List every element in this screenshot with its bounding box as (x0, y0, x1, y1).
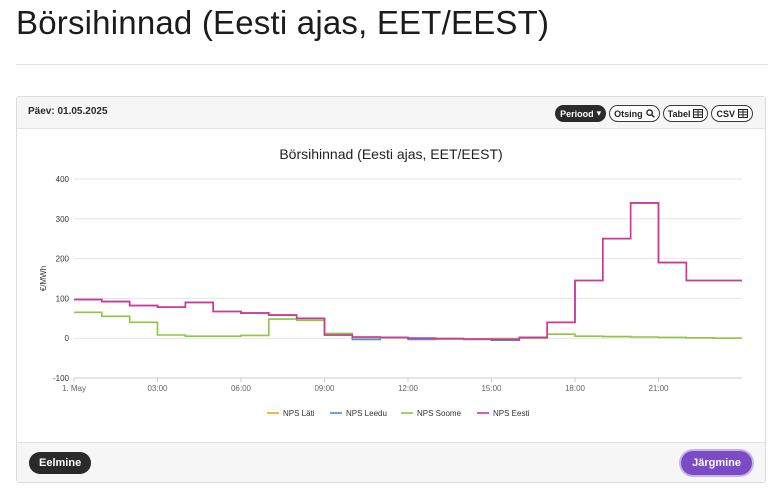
y-tick-label: 100 (56, 294, 70, 303)
next-day-button[interactable]: Järgmine (681, 451, 752, 475)
x-tick-label: 06:00 (231, 384, 252, 393)
table-button-label: Tabel (667, 108, 691, 119)
y-tick-label: -100 (53, 374, 70, 383)
page-title: Börsihinnad (Eesti ajas, EET/EEST) (16, 4, 550, 41)
table-button[interactable]: Tabel (662, 105, 709, 122)
legend-label: NPS Leedu (346, 409, 387, 418)
y-tick-label: 200 (56, 255, 70, 264)
price-chart-svg: Börsihinnad (Eesti ajas, EET/EEST) -100 0 1… (39, 146, 742, 418)
x-tick-label: 21:00 (648, 384, 669, 393)
panel-toolbar: Periood ▾ Otsing Tabel C (555, 105, 753, 122)
title-divider (16, 64, 768, 65)
csv-button[interactable]: CSV (711, 105, 753, 122)
x-tick-label: 12:00 (398, 384, 419, 393)
period-button[interactable]: Periood ▾ (555, 105, 607, 122)
previous-day-button[interactable]: Eelmine (29, 452, 92, 474)
x-tick-label: 15:00 (481, 384, 502, 393)
spreadsheet-icon (738, 109, 748, 118)
search-button-label: Otsing (614, 108, 643, 119)
period-button-label: Periood (560, 108, 594, 119)
date-label: Päev: 01.05.2025 (28, 106, 108, 117)
y-tick-label: 300 (56, 215, 70, 224)
panel-footer: Eelmine Järgmine (17, 442, 765, 482)
series-line-nps-leedu (74, 202, 742, 341)
caret-down-icon: ▾ (596, 108, 602, 118)
y-axis-label: €/MWh (39, 266, 48, 291)
search-icon (645, 109, 655, 118)
x-tick-label: 18:00 (565, 384, 586, 393)
series-line-nps-eesti (74, 202, 742, 341)
price-panel: Päev: 01.05.2025 Periood ▾ Otsing Tabel (16, 96, 766, 483)
x-tick-label: 1. May (62, 384, 86, 393)
series-line-nps-l-ti (74, 202, 742, 341)
x-tick-label: 03:00 (147, 384, 168, 393)
price-chart: Börsihinnad (Eesti ajas, EET/EEST) -100 0 1… (17, 130, 765, 442)
series-line-nps-soome (74, 311, 742, 340)
legend-label: NPS Soome (417, 409, 462, 418)
legend-label: NPS Eesti (493, 409, 530, 418)
x-tick-label: 09:00 (314, 384, 335, 393)
table-icon (693, 109, 704, 118)
csv-button-label: CSV (716, 108, 735, 119)
chart-title: Börsihinnad (Eesti ajas, EET/EEST) (279, 146, 502, 162)
y-tick-label: 0 (65, 334, 70, 343)
search-button[interactable]: Otsing (609, 105, 660, 122)
y-tick-label: 400 (56, 175, 70, 184)
panel-header: Päev: 01.05.2025 Periood ▾ Otsing Tabel (17, 97, 765, 129)
legend-label: NPS Läti (283, 409, 315, 418)
